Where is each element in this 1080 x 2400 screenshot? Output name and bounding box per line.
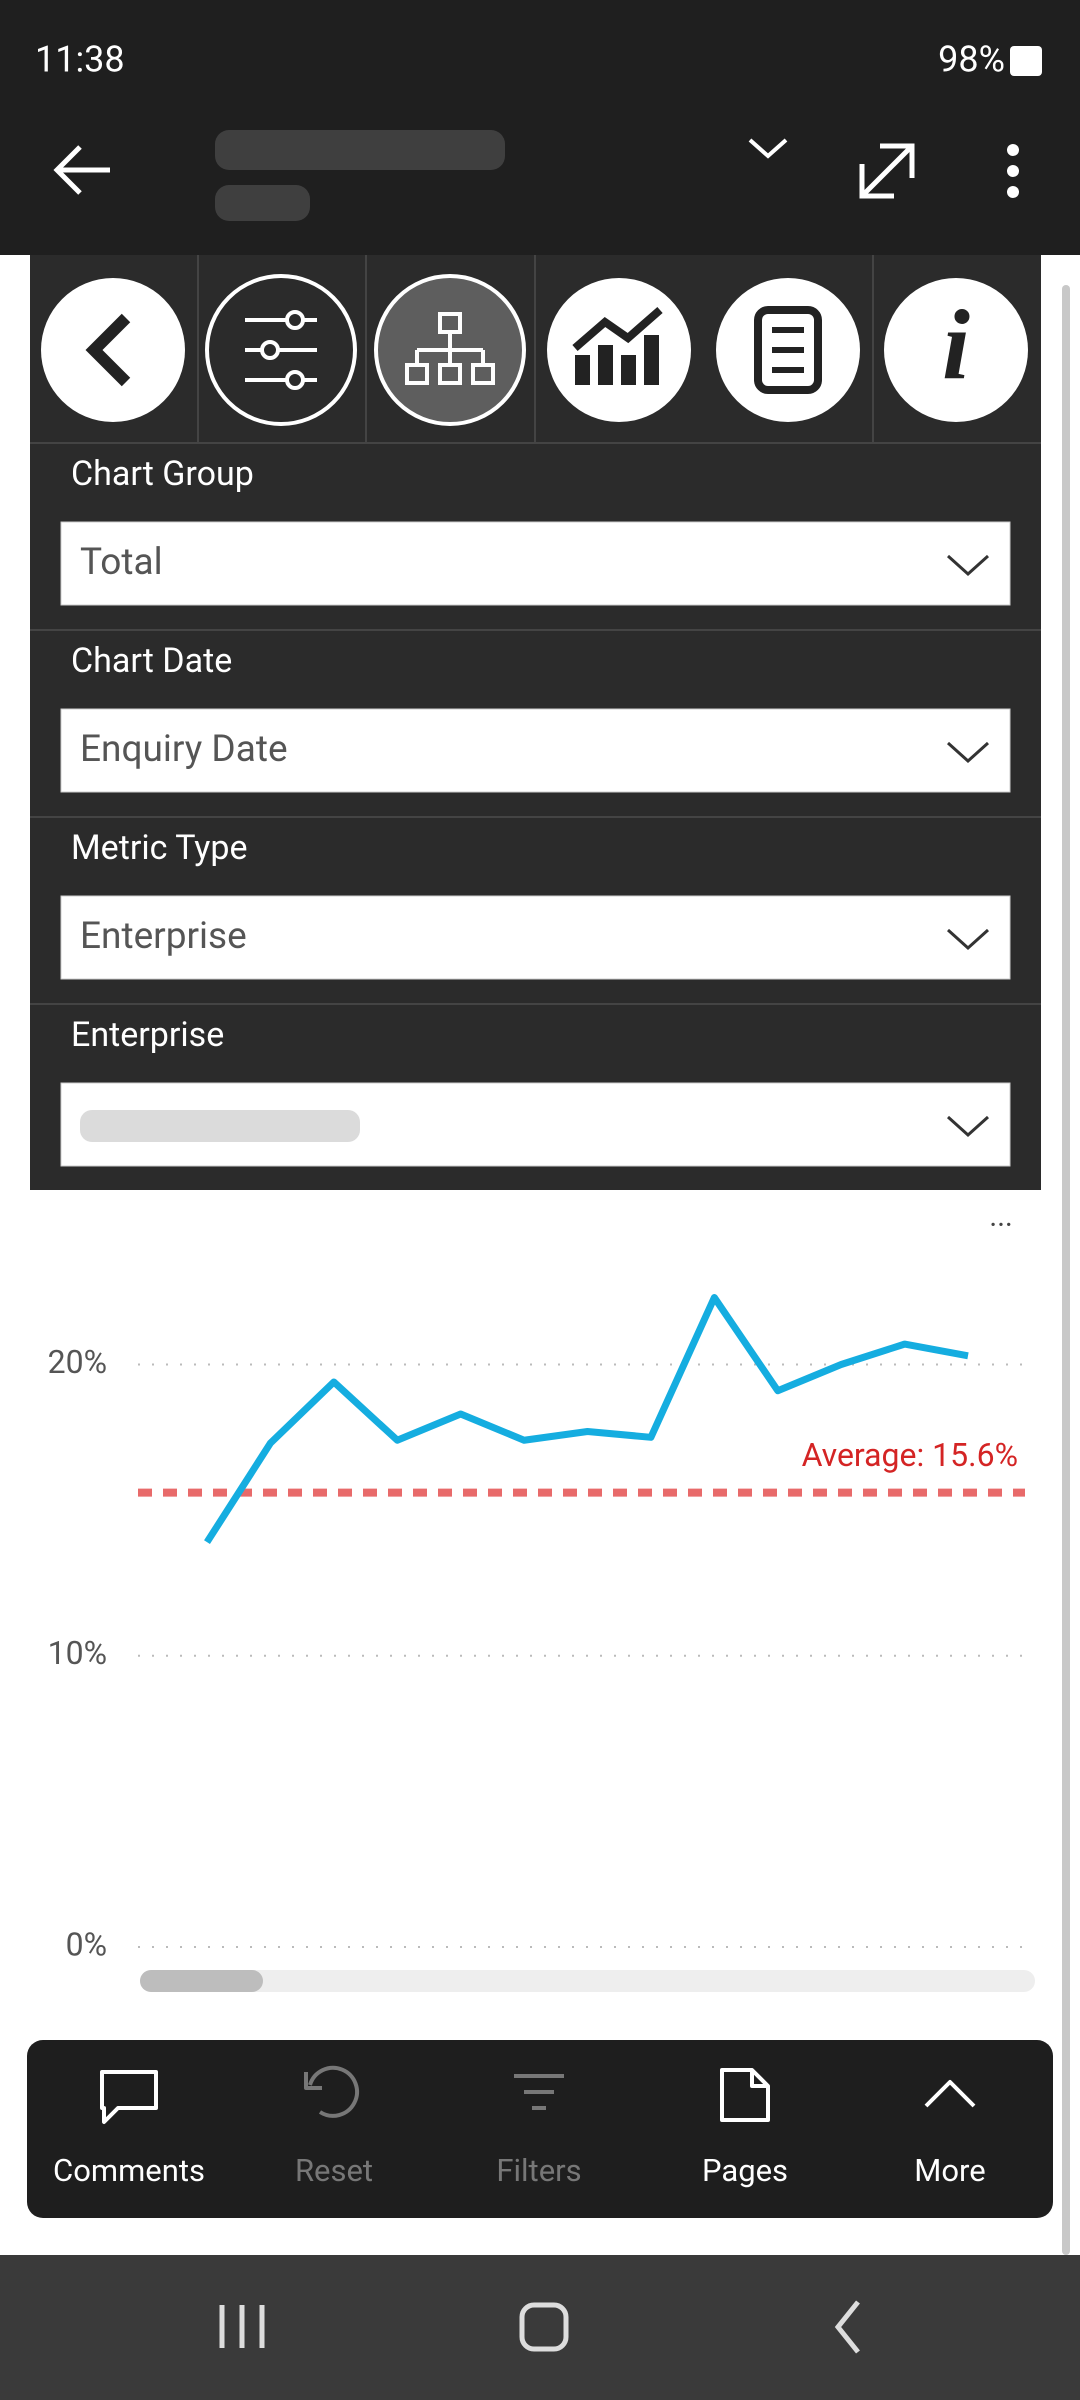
dropdown-chevron xyxy=(946,1115,990,1138)
trend-button[interactable] xyxy=(547,278,691,422)
info-button[interactable] xyxy=(884,278,1028,422)
toolbar-icon xyxy=(720,2068,770,2122)
toolbar-icon xyxy=(100,2070,158,2124)
blurred-subtitle xyxy=(215,185,310,221)
average-label: Average: 15.6% xyxy=(802,1436,1018,1474)
y-tick-label: 20% xyxy=(48,1343,107,1381)
filter-label: Enterprise xyxy=(71,1015,224,1055)
home-button[interactable] xyxy=(519,2302,569,2352)
toolbar-label[interactable]: Reset xyxy=(295,2152,373,2189)
back-circle[interactable] xyxy=(41,278,185,422)
dropdown-chevron xyxy=(946,928,990,951)
line-series xyxy=(204,1294,969,1545)
clock: 11:38 xyxy=(35,39,125,81)
dropdown[interactable] xyxy=(60,895,1011,980)
recents-button[interactable] xyxy=(219,2305,265,2348)
y-tick-label: 10% xyxy=(48,1634,107,1672)
chart-scroll-thumb[interactable] xyxy=(140,1970,263,1992)
dropdown-value: Enterprise xyxy=(80,915,247,958)
battery-icon xyxy=(1010,46,1042,76)
back-button[interactable] xyxy=(53,145,110,195)
more-menu[interactable] xyxy=(1007,144,1019,198)
visual-options[interactable]: ··· xyxy=(989,1208,1013,1243)
blurred-value xyxy=(80,1110,360,1142)
svg-text:i: i xyxy=(942,289,970,400)
filter-label: Chart Date xyxy=(71,641,232,681)
dropdown-value: Enquiry Date xyxy=(80,728,288,771)
filter-label: Metric Type xyxy=(71,828,248,868)
toolbar-label[interactable]: Filters xyxy=(496,2152,581,2189)
dropdown-chevron xyxy=(946,741,990,764)
system-back[interactable] xyxy=(834,2300,860,2354)
dropdown[interactable] xyxy=(60,708,1011,793)
system-nav xyxy=(0,2255,1080,2400)
dropdown-chevron xyxy=(946,554,990,577)
toolbar-icon xyxy=(514,2074,564,2110)
dropdown-value: Total xyxy=(80,541,163,584)
dividers xyxy=(197,255,874,443)
icon-row: i xyxy=(41,274,1028,426)
blurred-title xyxy=(215,130,505,170)
scrollbar xyxy=(1062,285,1070,2255)
toolbar-label[interactable]: Pages xyxy=(702,2152,788,2189)
dropdown[interactable] xyxy=(60,521,1011,606)
battery-level: 98% xyxy=(938,39,1005,81)
top-bar xyxy=(0,0,1080,255)
title-dropdown[interactable] xyxy=(748,138,788,159)
expand-button[interactable] xyxy=(859,143,915,199)
chart-scroll-track xyxy=(140,1970,1035,1992)
toolbar-icon xyxy=(924,2080,976,2108)
bottom-toolbar xyxy=(27,2040,1053,2218)
y-tick-label: 0% xyxy=(66,1925,107,1963)
toolbar-label[interactable]: More xyxy=(914,2152,985,2189)
filter-label: Chart Group xyxy=(71,454,254,494)
toolbar-icon xyxy=(304,2065,359,2118)
toolbar-label[interactable]: Comments xyxy=(53,2152,205,2189)
